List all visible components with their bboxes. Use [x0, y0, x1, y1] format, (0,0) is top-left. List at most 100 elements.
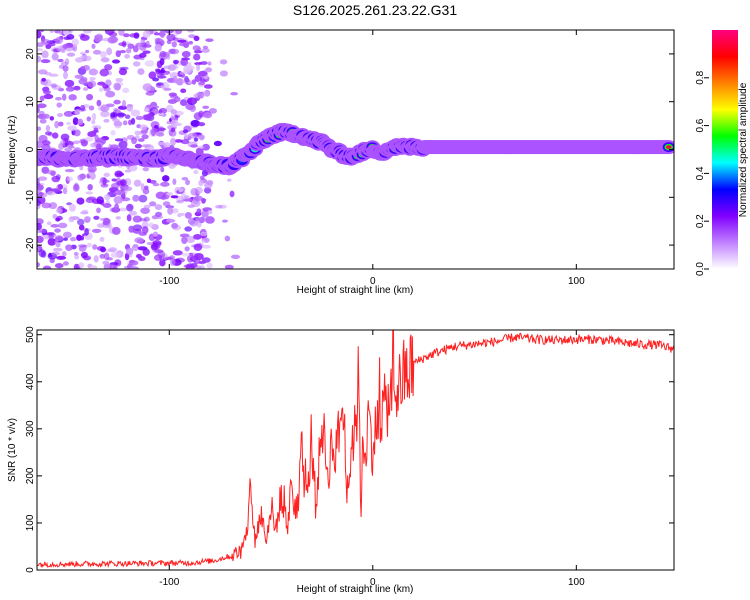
spectrogram-noise-cell	[180, 139, 190, 145]
spectrogram-noise-cell	[72, 140, 80, 144]
spectrogram-noise-cell	[154, 68, 161, 72]
spectrogram-noise-cell	[162, 201, 171, 207]
spectrogram-noise-cell	[193, 53, 201, 61]
colorbar-tick-label: 0.2	[695, 214, 706, 228]
spectrogram-noise-cell	[153, 108, 159, 115]
snr-background	[37, 330, 674, 570]
spectrogram-xtick-label: 100	[568, 276, 585, 287]
spectrogram-noise-cell	[171, 222, 179, 229]
spectrogram-noise-cell	[175, 30, 183, 35]
spectrogram-noise-cell	[103, 172, 111, 178]
spectrogram-noise-cell	[91, 228, 102, 233]
spectrogram-noise-cell	[71, 38, 79, 46]
spectrogram-noise-cell	[172, 59, 180, 64]
spectrogram-noise-cell	[99, 253, 106, 259]
spectrogram-noise-cell	[141, 210, 150, 214]
spectrogram-noise-cell	[137, 68, 145, 75]
spectrogram-noise-cell	[172, 178, 177, 185]
spectrogram-noise-cell	[93, 127, 99, 133]
spectrogram-noise-cell	[134, 130, 141, 136]
spectrogram-noise-cell	[37, 184, 44, 191]
spectrogram-noise-cell	[73, 85, 81, 91]
spectrogram-noise-cell	[230, 254, 241, 259]
spectrogram-noise-cell	[106, 47, 113, 56]
spectrogram-noise-cell	[82, 30, 92, 34]
spectrogram-noise-cell	[50, 251, 61, 256]
spectrogram-noise-cell	[86, 242, 92, 248]
spectrogram-noise-cell	[61, 93, 67, 101]
spectrogram-noise-cell	[110, 130, 116, 136]
spectrogram-noise-cell	[165, 205, 175, 209]
spectrogram-noise-cell	[124, 53, 131, 59]
spectrogram-noise-cell	[169, 257, 176, 266]
spectrogram-noise-cell	[171, 41, 177, 48]
spectrogram-noise-cell	[133, 32, 140, 39]
spectrogram-noise-cell	[38, 228, 48, 234]
spectrogram-noise-cell	[116, 180, 125, 186]
spectrogram-noise-cell	[201, 237, 210, 243]
spectrogram-noise-cell	[199, 79, 206, 83]
spectrogram-noise-cell	[98, 87, 104, 92]
spectrogram-noise-cell	[132, 224, 143, 231]
spectrogram-noise-cell	[131, 137, 137, 145]
spectrogram-noise-cell	[66, 176, 74, 182]
spectrogram-noise-cell	[113, 195, 123, 204]
spectrogram-noise-cell	[54, 228, 61, 233]
spectrogram-noise-cell	[191, 79, 197, 85]
spectrogram-noise-cell	[227, 178, 232, 182]
spectrogram-noise-cell	[156, 82, 164, 86]
spectrogram-noise-cell	[184, 195, 190, 199]
spectrogram-noise-cell	[145, 40, 150, 46]
spectrogram-noise-cell	[37, 247, 40, 251]
spectrogram-noise-cell	[159, 259, 166, 267]
spectrogram-noise-cell	[55, 208, 63, 214]
spectrogram-noise-cell	[205, 216, 215, 224]
spectrogram-noise-cell	[118, 68, 128, 76]
spectrogram-noise-cell	[119, 66, 129, 71]
spectrogram-noise-cell	[139, 52, 147, 58]
spectrogram-noise-cell	[170, 127, 176, 133]
spectrogram-noise-cell	[185, 179, 191, 186]
spectrogram-noise-cell	[80, 104, 86, 112]
spectrogram-noise-cell	[91, 43, 96, 49]
spectrogram-noise-cell	[170, 137, 177, 146]
spectrogram-noise-cell	[37, 262, 41, 268]
snr-xtick-label: -100	[159, 577, 179, 588]
spectrogram-noise-cell	[163, 87, 172, 92]
spectrogram-noise-cell	[221, 219, 228, 223]
spectrogram-noise-cell	[149, 179, 157, 184]
spectrogram-noise-cell	[191, 97, 196, 105]
spectrogram-noise-cell	[37, 176, 48, 181]
spectrogram-noise-cell	[77, 218, 85, 226]
spectrogram-noise-cell	[203, 187, 212, 194]
spectrogram-noise-cell	[54, 120, 60, 129]
spectrogram-ytick-label: 20	[25, 48, 36, 60]
spectrogram-noise-cell	[118, 207, 128, 212]
spectrogram-noise-cell	[184, 77, 190, 83]
spectrogram-noise-cell	[72, 183, 80, 192]
spectrogram-noise-cell	[115, 77, 124, 83]
spectrogram-noise-cell	[112, 264, 118, 269]
spectrogram-noise-cell	[178, 42, 188, 47]
spectrogram-noise-cell	[132, 45, 139, 53]
spectrogram-noise-cell	[190, 255, 198, 262]
spectrogram-noise-cell	[189, 105, 197, 112]
spectrogram-noise-cell	[113, 99, 121, 105]
spectrogram-noise-cell	[168, 92, 177, 97]
spectrogram-noise-cell	[166, 192, 173, 196]
spectrogram-noise-cell	[41, 202, 52, 209]
spectrogram-noise-cell	[168, 255, 176, 260]
spectrogram-noise-cell	[166, 33, 176, 42]
spectrogram-noise-cell	[202, 105, 210, 109]
spectrogram-noise-cell	[139, 218, 147, 222]
spectrogram-noise-cell	[49, 30, 54, 34]
spectrogram-noise-cell	[179, 233, 190, 238]
spectrogram-cells	[37, 30, 674, 269]
spectrogram-noise-cell	[110, 252, 121, 258]
spectrogram-noise-cell	[132, 61, 141, 67]
spectrogram-noise-cell	[92, 49, 102, 55]
colorbar: 0.0 0.2 0.4 0.6 0.8 Normalized spectral ampl…	[695, 30, 749, 276]
spectrogram-noise-cell	[89, 77, 96, 81]
spectrogram-noise-cell	[99, 236, 105, 242]
spectrogram-noise-cell	[154, 249, 164, 254]
